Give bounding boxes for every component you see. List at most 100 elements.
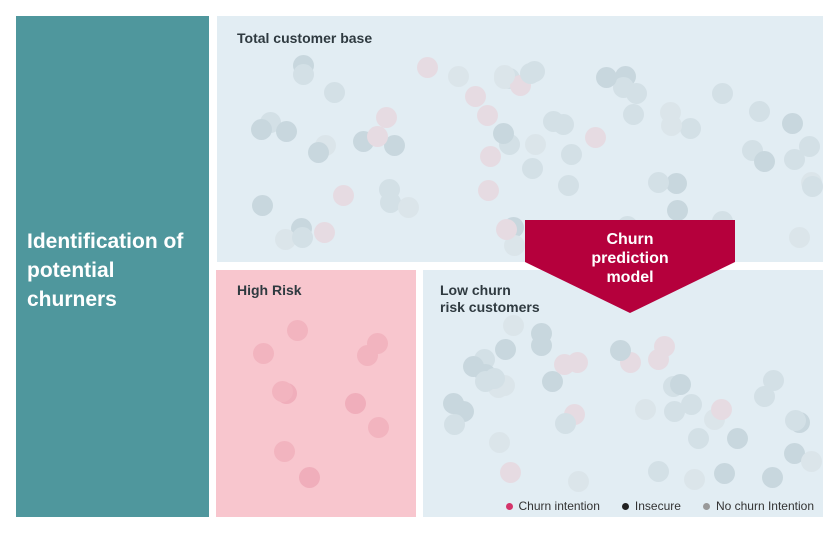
customer-dot [477,180,499,202]
customer-dot [754,151,776,173]
customer-dot [783,443,805,465]
customer-dot [669,374,691,396]
customer-dot [443,392,465,414]
customer-dot [748,101,770,123]
customer-dot [483,367,505,389]
total-customer-base-label: Total customer base [237,30,373,46]
customer-dot [383,135,405,157]
customer-dot [712,83,734,105]
customer-dot [623,104,645,126]
customer-dot [488,431,510,453]
churn-prediction-model-arrow: Churn prediction model [525,220,735,313]
customer-dot [444,414,466,436]
customer-dot [417,56,439,78]
low-churn-panel: Low churn risk customers [423,270,823,517]
customer-dot [665,172,687,194]
customer-dot [714,462,736,484]
legend-label: Insecure [634,499,681,513]
customer-dot [291,226,313,248]
customer-dot [308,141,330,163]
legend-item-no-churn: No churn Intention [702,499,814,513]
customer-dot [500,462,522,484]
legend: Churn intention Insecure No churn Intent… [505,499,814,513]
customer-dot [684,468,706,490]
customer-dot [275,229,297,251]
low-churn-label-1: Low churn [440,282,511,298]
insecure-dot-icon [621,502,629,510]
churn-dot-icon [505,502,513,510]
customer-dot [503,315,525,337]
customer-dot [781,112,803,134]
customer-dot [667,199,689,221]
customer-dot [647,349,669,371]
customer-dot [584,127,606,149]
legend-label: Churn intention [518,499,600,513]
customer-dot [789,227,811,249]
customer-dot [521,157,543,179]
arrow-shape [525,220,735,313]
customer-dot [710,399,732,421]
customer-dot [557,174,579,196]
customer-dot [477,105,499,127]
customer-dot [299,467,321,488]
customer-dot [272,381,294,403]
customer-dot [784,410,806,432]
customer-dot [287,319,309,341]
model-line-1: Churn [606,231,654,248]
customer-dot [679,117,701,139]
customer-dot [495,218,517,240]
customer-dot [801,450,823,472]
customer-dot [375,107,397,129]
customer-dot [664,401,686,423]
customer-dot [314,221,336,243]
customer-dot [524,134,546,156]
customer-dot [567,471,589,493]
customer-dot [754,385,775,407]
diagram-title: Identification of potential churners [27,230,184,311]
customer-dot [379,192,401,214]
legend-item-churn: Churn intention [505,499,600,513]
customer-dot [762,466,784,488]
customer-dot [493,122,515,144]
customer-dot [448,65,470,87]
customer-dot [479,145,501,167]
customer-dot [293,63,315,85]
low-churn-label-2: risk customers [440,299,540,315]
title-panel: Identification of potential churners [16,16,209,517]
customer-dot [323,82,345,104]
customer-dot [493,65,515,87]
customer-dot [688,428,710,450]
customer-dot [798,135,820,157]
customer-dot [596,67,618,89]
legend-item-insecure: Insecure [621,499,681,513]
legend-label: No churn Intention [715,499,814,513]
customer-dot [273,440,295,462]
customer-dot [554,353,576,375]
customer-dot [648,172,670,194]
customer-dot [542,371,564,393]
customer-dot [367,125,389,147]
customer-dot [250,119,272,141]
customer-dot [275,121,297,143]
customer-dot [801,176,823,198]
customer-dot [626,83,648,105]
customer-dot [333,185,355,207]
customer-dot [494,338,516,360]
customer-dot [542,110,564,132]
model-line-3: model [606,269,654,286]
customer-dot [784,148,806,170]
customer-dot [648,461,670,483]
customer-dot [252,342,274,364]
customer-dot [634,399,656,421]
customer-dot [531,334,553,356]
customer-dot [398,196,420,218]
total-customer-base-panel: Total customer base [217,16,823,262]
customer-dot [520,63,542,85]
customer-dot [503,234,525,256]
customer-dot [367,332,389,354]
customer-dot [368,416,390,438]
customer-dot [609,340,631,362]
model-line-2: prediction [591,250,669,267]
customer-dot [560,143,582,165]
customer-dot [727,428,749,450]
